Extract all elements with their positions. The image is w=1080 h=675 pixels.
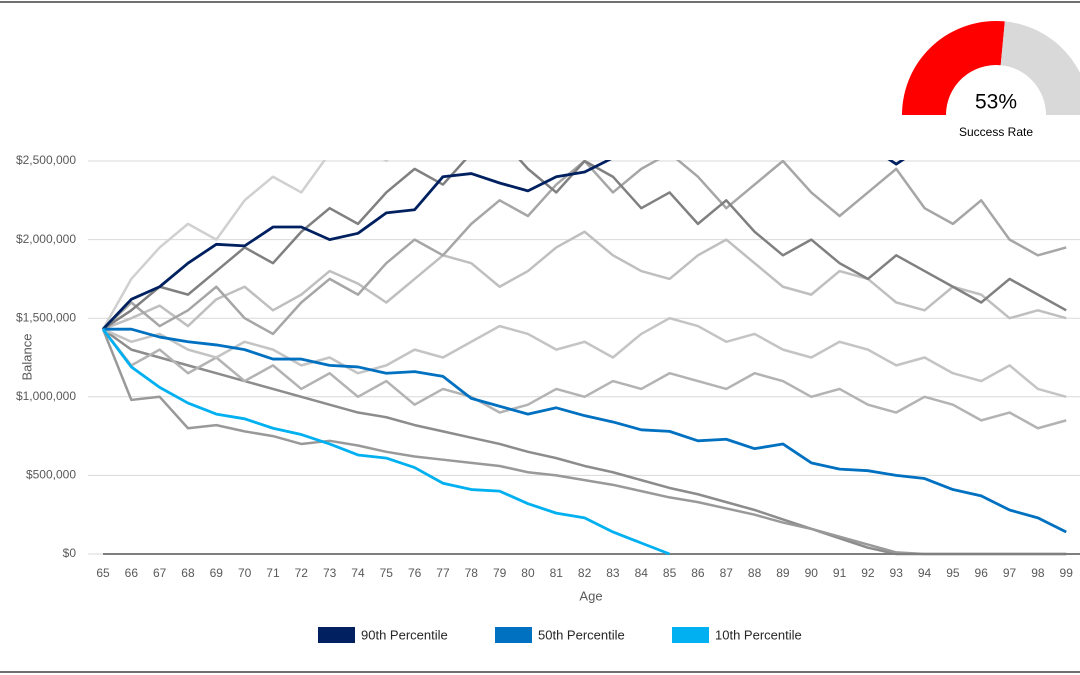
legend-swatch — [318, 627, 355, 643]
x-tick-label: 99 — [1060, 566, 1074, 580]
x-tick-label: 90 — [805, 566, 819, 580]
simulation-line — [102, 160, 1067, 331]
x-tick-label: 89 — [776, 566, 790, 580]
simulation-line — [101, 160, 389, 330]
x-tick-label: 67 — [153, 566, 167, 580]
gauge-track — [1000, 21, 1080, 115]
x-tick-label: 96 — [975, 566, 989, 580]
percentile-line — [101, 160, 905, 331]
x-tick-label: 80 — [521, 566, 535, 580]
legend: 90th Percentile 50th Percentile 10th Perce… — [318, 627, 802, 643]
gauge-caption: Success Rate — [959, 125, 1033, 139]
y-tick-label: $2,500,000 — [16, 153, 76, 167]
y-tick-label: $2,000,000 — [16, 232, 76, 246]
x-tick-label: 66 — [125, 566, 139, 580]
x-tick-label: 75 — [380, 566, 394, 580]
y-tick-label: $500,000 — [26, 468, 76, 482]
x-tick-label: 83 — [606, 566, 620, 580]
grid — [88, 160, 1080, 555]
x-tick-label: 92 — [861, 566, 875, 580]
x-axis-label: Age — [579, 588, 602, 603]
x-tick-label: 94 — [918, 566, 932, 580]
x-tick-label: 73 — [323, 566, 337, 580]
x-tick-label: 78 — [465, 566, 479, 580]
x-tick-label: 76 — [408, 566, 422, 580]
x-tick-label: 81 — [550, 566, 564, 580]
x-tick-label: 79 — [493, 566, 507, 580]
x-tick-label: 93 — [890, 566, 904, 580]
legend-label: 10th Percentile — [715, 627, 802, 642]
x-tick-label: 69 — [210, 566, 224, 580]
gauge-label: 53% — [975, 91, 1017, 114]
percentile-line — [103, 327, 1067, 534]
x-tick-label: 70 — [238, 566, 252, 580]
y-tick-label: $1,500,000 — [16, 310, 76, 324]
x-tick-label: 97 — [1003, 566, 1017, 580]
x-tick-label: 85 — [663, 566, 677, 580]
plot-lines — [101, 160, 1080, 556]
legend-label: 50th Percentile — [538, 627, 625, 642]
x-tick-label: 87 — [720, 566, 734, 580]
simulation-line — [102, 230, 1067, 331]
gauge: 53% Success Rate — [902, 20, 1080, 139]
x-tick-label: 71 — [266, 566, 280, 580]
x-tick-label: 98 — [1031, 566, 1045, 580]
gauge-value — [902, 20, 1005, 116]
simulation-line — [101, 328, 1067, 556]
percentile-line — [101, 328, 671, 556]
x-tick-label: 74 — [351, 566, 365, 580]
x-tick-label: 86 — [691, 566, 705, 580]
axis-labels: $0 $500,000 $1,000,000 $1,500,000 $2,000,000… — [16, 153, 1073, 580]
legend-label: 90th Percentile — [361, 627, 448, 642]
x-tick-label: 82 — [578, 566, 592, 580]
x-tick-label: 65 — [96, 566, 110, 580]
simulation-line — [102, 328, 1067, 430]
x-tick-label: 77 — [436, 566, 450, 580]
x-tick-label: 68 — [181, 566, 195, 580]
y-axis-label: Balance — [19, 334, 34, 381]
y-tick-label: $0 — [63, 546, 77, 560]
x-tick-label: 91 — [833, 566, 847, 580]
simulation-line — [102, 316, 1067, 399]
legend-swatch — [672, 627, 709, 643]
x-tick-label: 84 — [635, 566, 649, 580]
x-tick-label: 88 — [748, 566, 762, 580]
x-tick-label: 72 — [295, 566, 309, 580]
simulation-line — [102, 328, 1067, 556]
y-tick-label: $1,000,000 — [16, 389, 76, 403]
legend-swatch — [495, 627, 532, 643]
x-tick-label: 95 — [946, 566, 960, 580]
